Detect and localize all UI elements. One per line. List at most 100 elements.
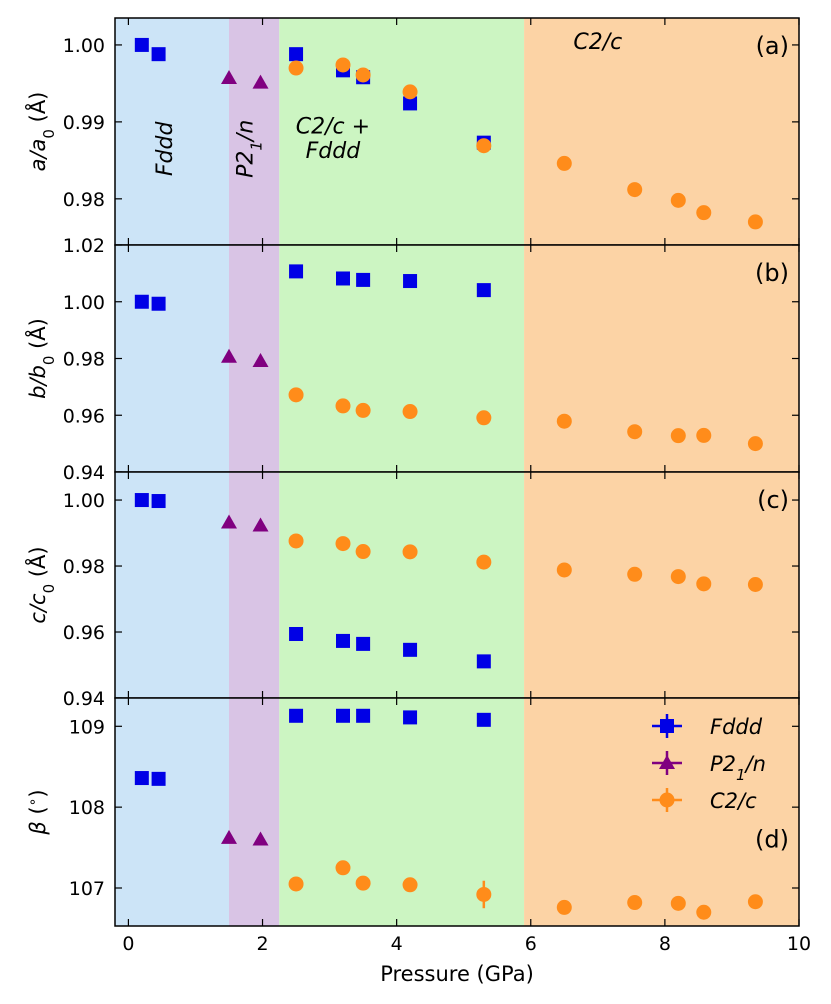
data-point [355, 402, 371, 418]
data-point [289, 626, 304, 641]
series-P2₁/n [221, 829, 269, 846]
data-point [556, 413, 572, 429]
legend-marker [660, 719, 674, 733]
phase-region-2 [279, 245, 525, 472]
data-point [336, 708, 350, 723]
panel-c: 0.94 0.96 0.98 1.00 (c) c/c0 (Å) [24, 471, 800, 710]
y-axis-label: b/b0 (Å) [24, 318, 58, 399]
legend-label: Fddd [710, 715, 763, 739]
data-point [402, 544, 418, 560]
y-tick-label: 1.00 [63, 292, 105, 314]
data-point [670, 569, 686, 585]
data-point [252, 353, 269, 368]
data-point [252, 831, 269, 846]
phase-annotation: Fddd [153, 121, 178, 177]
y-tick-label: 109 [69, 716, 105, 738]
data-point [556, 155, 572, 171]
data-point [476, 410, 492, 426]
phase-region-1 [229, 245, 280, 472]
data-point [476, 283, 491, 298]
data-point [289, 708, 304, 723]
series-C2/c [288, 57, 763, 230]
data-point [696, 205, 712, 221]
legend-marker [659, 792, 675, 808]
phase-region-0 [115, 245, 229, 472]
data-point [221, 829, 237, 844]
y-tick-label: 107 [69, 878, 105, 900]
data-point [288, 387, 304, 403]
data-point [355, 875, 371, 891]
phase-region-3 [524, 245, 799, 472]
data-point [627, 566, 643, 582]
y-tick-label: 0.98 [63, 556, 105, 578]
data-point [476, 712, 491, 727]
series-Fddd [134, 708, 491, 786]
data-point [134, 294, 149, 309]
legend-marker [659, 755, 675, 769]
data-point [476, 554, 492, 570]
data-point [556, 562, 572, 578]
x-tick-label: 8 [659, 933, 671, 955]
panel-label: (c) [757, 486, 789, 514]
data-point [670, 895, 686, 911]
data-point [402, 877, 418, 893]
data-point [288, 533, 304, 549]
y-tick-label: 0.98 [63, 349, 105, 371]
y-axis-label: c/c0 (Å) [24, 546, 58, 623]
x-tick-label: 4 [391, 933, 403, 955]
phase-region-3 [524, 18, 799, 245]
data-point [696, 427, 712, 443]
data-point [134, 493, 149, 508]
data-point [476, 886, 492, 902]
legend-label: C2/c [710, 789, 757, 813]
data-point [747, 577, 763, 593]
data-point [252, 517, 269, 532]
series-Fddd [134, 493, 491, 669]
data-point [696, 576, 712, 592]
phase-region-1 [229, 698, 280, 926]
series-C2/c [288, 860, 763, 920]
phase-annotation: C2/c + [296, 114, 370, 139]
series-P2₁/n [221, 348, 269, 368]
data-point [151, 47, 166, 62]
panel-b: 0.94 0.96 0.98 1.00 1.02 (b) b/b0 (Å) [24, 235, 800, 484]
y-tick-label: 1.00 [63, 35, 105, 57]
data-point [627, 424, 643, 440]
phase-annotation: C2/c [573, 30, 622, 55]
data-point [670, 428, 686, 444]
data-point [476, 138, 492, 154]
data-point [402, 404, 418, 420]
phase-region-1 [229, 18, 280, 245]
y-tick-label: 1.02 [63, 235, 105, 257]
series-P2₁/n [221, 514, 269, 532]
data-point [747, 214, 763, 230]
phase-region-1 [229, 472, 280, 698]
data-point [627, 895, 643, 911]
data-point [403, 96, 418, 111]
data-point [134, 37, 149, 52]
data-point [696, 904, 712, 920]
data-point [289, 264, 304, 279]
y-tick-label: 0.98 [63, 189, 105, 211]
data-point [289, 47, 304, 62]
data-point [627, 182, 643, 198]
y-tick-label: 0.94 [63, 462, 105, 484]
data-point [252, 74, 269, 89]
series-C2/c [288, 533, 763, 593]
y-tick-label: 0.96 [63, 405, 105, 427]
data-point [402, 84, 418, 100]
data-point [221, 348, 237, 363]
data-point [151, 771, 166, 786]
data-point [476, 654, 491, 669]
panel-d: 107 108 109 (d) β (∘) [25, 697, 800, 927]
data-point [336, 271, 350, 286]
data-point [288, 876, 304, 892]
panel-label: (a) [756, 32, 789, 60]
phase-region-3 [524, 698, 799, 926]
data-point [356, 636, 371, 651]
data-point [221, 514, 237, 529]
data-point [747, 436, 763, 452]
panel-frame [114, 697, 800, 927]
panel-label: (b) [755, 259, 789, 287]
